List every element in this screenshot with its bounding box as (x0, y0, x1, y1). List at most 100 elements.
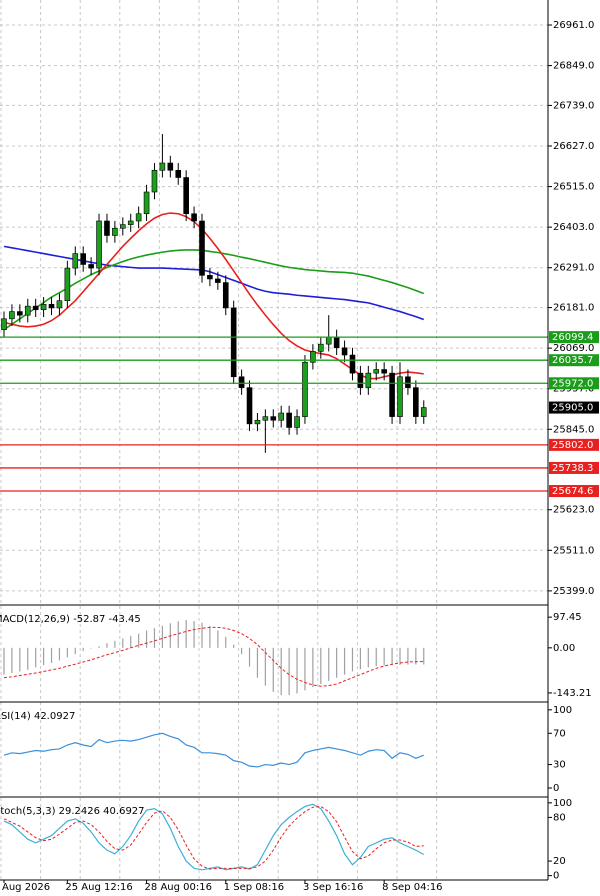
candle-body (333, 336, 340, 349)
candle-body (17, 311, 23, 316)
x-tick-label: Aug 2026 (2, 882, 50, 893)
candle-body (32, 305, 39, 311)
y-tick-label: 26961.0 (553, 20, 594, 31)
candle-body (310, 351, 316, 363)
candle-body (341, 347, 348, 356)
candle-body (127, 220, 134, 225)
x-tick-label: 25 Aug 12:16 (65, 882, 132, 893)
candle-body (246, 387, 253, 425)
candle-body (215, 278, 221, 283)
candle-body (238, 376, 245, 388)
y-tick-label: 25511.0 (553, 545, 594, 556)
y-tick-label: 26515.0 (553, 182, 594, 193)
y-tick-label: 26069.0 (553, 343, 594, 354)
level-label: 25802.0 (552, 440, 593, 451)
candle-body (72, 253, 79, 269)
indicator-title: MACD(12,26,9) -52.87 -43.45 (0, 614, 141, 625)
y-tick-label: 26739.0 (553, 100, 594, 111)
level-label: 26099.4 (552, 332, 593, 343)
candle-body (191, 213, 197, 222)
y-tick-label: 20 (553, 856, 566, 867)
y-tick-label: 0 (553, 871, 559, 882)
candle-body (413, 387, 419, 417)
x-tick-label: 8 Sep 04:16 (382, 882, 442, 893)
x-tick-label: 3 Sep 16:16 (303, 882, 363, 893)
candle-body (48, 304, 55, 309)
candle-body (135, 213, 142, 222)
y-tick-label: 80 (553, 812, 566, 823)
indicator-title: Stoch(5,3,3) 29.2426 40.6927 (0, 806, 145, 817)
y-tick-label: 0.00 (553, 643, 575, 654)
candle-body (183, 177, 189, 215)
x-tick-label: 1 Sep 08:16 (224, 882, 284, 893)
candle-body (143, 191, 150, 215)
candle-body (96, 220, 102, 269)
y-tick-label: 100 (553, 798, 572, 809)
candle-body (1, 318, 7, 330)
y-tick-label: 25623.0 (553, 505, 594, 516)
y-tick-label: 26627.0 (553, 141, 594, 152)
candle-body (9, 311, 15, 320)
candle-body (207, 275, 213, 280)
candle-body (302, 361, 308, 417)
y-tick-label: 100 (553, 705, 572, 716)
candle-body (80, 253, 86, 265)
candle-body (167, 162, 174, 171)
x-tick-label: 28 Aug 00:16 (145, 882, 212, 893)
candle-body (397, 376, 403, 417)
y-tick-label: 70 (553, 728, 566, 739)
level-label: 25674.6 (552, 486, 593, 497)
candle-body (389, 372, 395, 417)
candle-body (420, 407, 427, 417)
y-tick-label: 25845.0 (553, 424, 594, 435)
level-tag (549, 461, 599, 474)
candle-body (278, 412, 285, 421)
last-price-tag (549, 401, 599, 414)
candle-body (230, 307, 237, 378)
y-tick-label: 26849.0 (553, 61, 594, 72)
candle-body (199, 220, 205, 276)
candle-body (151, 169, 158, 193)
candle-body (349, 354, 356, 374)
candle-body (286, 412, 292, 428)
candle-body (112, 227, 118, 236)
level-tag (549, 438, 599, 451)
candle-body (317, 343, 324, 352)
candle-body (64, 267, 71, 301)
stoch-main (3, 803, 425, 871)
level-label: 25972.0 (552, 378, 593, 389)
candle-body (373, 369, 380, 374)
candle-body (270, 416, 277, 421)
y-tick-label: 26291.0 (553, 263, 594, 274)
last-price-label: 25905.0 (552, 403, 593, 414)
y-tick-label: 97.45 (553, 612, 582, 623)
level-label: 26035.7 (552, 355, 593, 366)
candle-body (294, 416, 300, 428)
y-tick-label: 26181.0 (553, 303, 594, 314)
candle-body (262, 416, 269, 421)
candle-body (24, 305, 31, 316)
level-tag (549, 377, 599, 390)
candle-body (104, 220, 110, 236)
candle-body (120, 224, 126, 229)
candle-body (159, 162, 166, 171)
level-tag (549, 331, 599, 344)
candle-body (357, 372, 364, 388)
candle-body (254, 419, 261, 425)
moving-average (3, 249, 425, 331)
y-tick-label: -143.21 (553, 688, 592, 699)
candle-body (405, 376, 411, 388)
candle-body (175, 169, 182, 178)
candle-body (56, 300, 63, 309)
level-tag (549, 354, 599, 367)
y-tick-label: 25399.0 (553, 586, 594, 597)
candle-body (222, 282, 229, 309)
y-tick-label: 26403.0 (553, 222, 594, 233)
candle-body (88, 264, 94, 269)
candle-body (325, 336, 332, 345)
candle-body (365, 372, 372, 388)
candle-body (40, 304, 47, 311)
